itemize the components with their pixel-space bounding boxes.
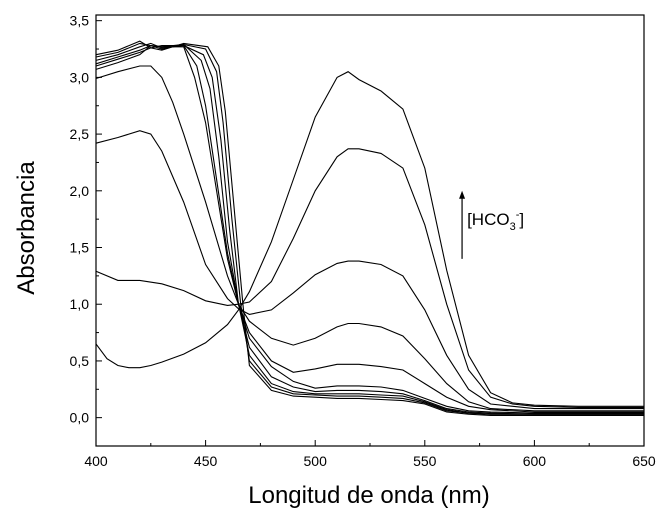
y-tick-label: 2,0 [70,183,90,199]
y-tick-label: 3,0 [70,69,90,85]
x-axis-ticks: 400 450 500 550 600 650 [84,440,656,469]
plot-frame [95,14,645,447]
x-tick-label: 500 [304,453,328,469]
spectrum-line-8 [95,42,644,415]
concentration-annotation: [HCO3-] [459,190,524,259]
x-tick-label: 600 [523,453,547,469]
hco3-label: [HCO3-] [467,209,524,233]
y-axis-ticks: 0,0 0,5 1,0 1,5 2,0 2,5 3,0 3,5 [70,13,102,447]
x-axis-title: Longitud de onda (nm) [248,482,490,509]
spectrum-line-4 [95,65,644,412]
x-tick-label: 550 [413,453,437,469]
spectrum-line-9 [95,42,644,415]
spectrum-line-2 [95,148,644,408]
spectrum-line-3 [95,130,644,410]
x-tick-label: 650 [632,453,656,469]
y-axis-title: Absorbancia [13,161,40,295]
y-tick-label: 2,5 [70,126,90,142]
y-tick-label: 3,5 [70,13,90,29]
spectrum-line-7 [95,43,644,415]
y-tick-label: 1,0 [70,296,90,312]
spectrum-line-10 [95,40,644,416]
y-tick-label: 0,0 [70,410,90,426]
spectrum-line-5 [95,45,644,413]
spectra-series-group [95,40,644,416]
x-tick-label: 400 [84,453,108,469]
arrow-head-icon [459,190,466,199]
x-tick-label: 450 [194,453,218,469]
spectrum-line-1 [95,71,644,407]
spectrum-line-6 [95,45,644,414]
y-tick-label: 0,5 [70,353,90,369]
y-tick-label: 1,5 [70,240,90,256]
